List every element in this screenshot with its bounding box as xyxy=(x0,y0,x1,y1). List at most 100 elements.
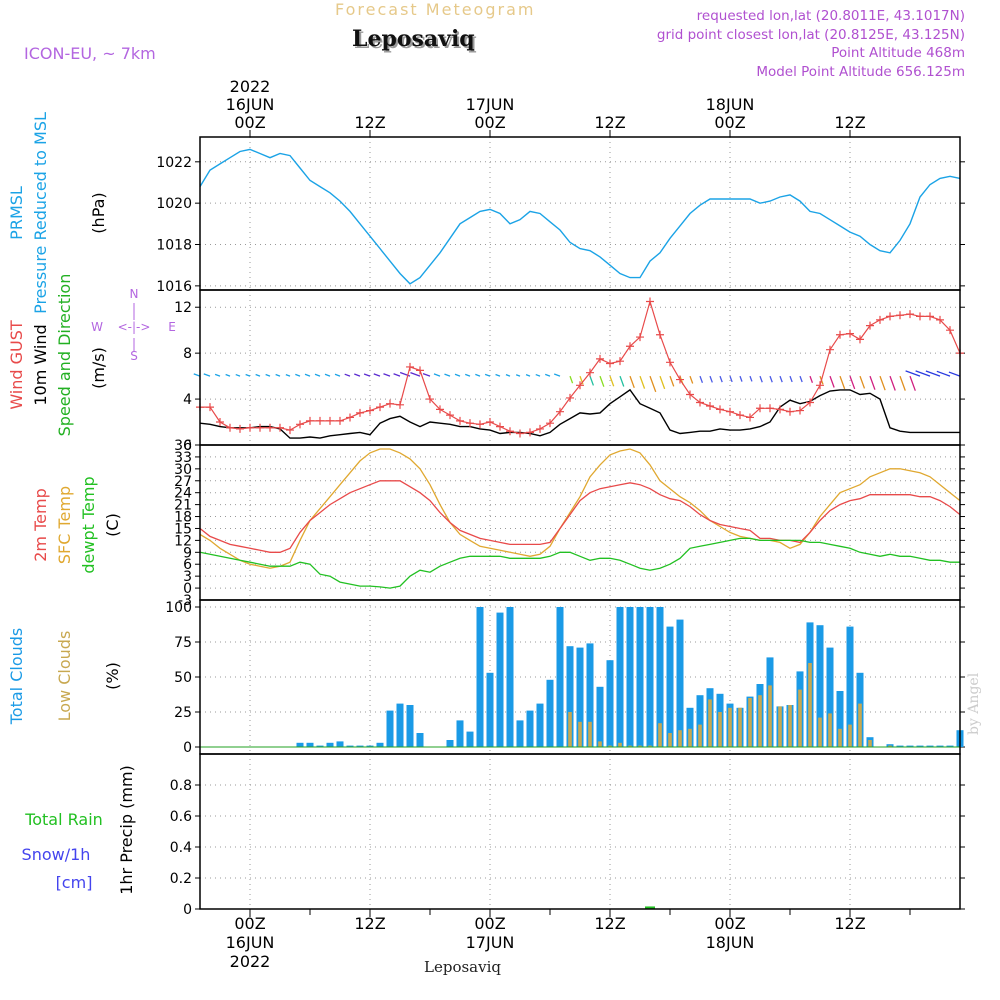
y-tick-label: 24 xyxy=(174,486,192,502)
y-tick-label: 33 xyxy=(174,450,192,466)
wind-gust-point xyxy=(836,330,844,339)
wind-direction-arrow xyxy=(909,375,916,391)
wind-direction-arrow xyxy=(324,373,331,377)
wind-direction-arrow xyxy=(354,373,361,377)
wind-direction-arrow xyxy=(433,373,441,377)
x-tick-label-bottom: 00Z xyxy=(474,914,505,933)
wind-direction-arrow xyxy=(629,375,635,389)
low-clouds-bar xyxy=(808,663,812,747)
wind-direction-arrow xyxy=(525,374,531,377)
x-tick-label-top: 12Z xyxy=(354,113,385,132)
total-clouds-bar xyxy=(676,619,684,747)
wind-unit: (m/s) xyxy=(89,347,108,389)
y-tick-label: 0.2 xyxy=(170,871,192,887)
wind-gust-point xyxy=(296,420,304,429)
sfc-label: SFC Temp xyxy=(55,486,74,564)
y-tick-label: 0.4 xyxy=(170,840,192,856)
low-clouds-bar xyxy=(628,745,632,747)
wind-direction-arrow xyxy=(859,375,866,389)
wind-gust-point xyxy=(676,375,684,384)
y-tick-label: 15 xyxy=(174,521,192,537)
wind-gust-point xyxy=(596,354,604,363)
wind-gust-point xyxy=(896,311,904,320)
watermark: by Angel xyxy=(966,672,982,735)
model-label: ICON-EU, ~ 7km xyxy=(24,44,156,63)
wind-direction-arrow xyxy=(363,373,371,377)
wind-direction-arrow xyxy=(719,375,723,383)
x-tick-label-top: 17JUN xyxy=(466,95,515,114)
wind-direction-arrow xyxy=(759,375,763,383)
low-clouds-bar xyxy=(748,698,752,747)
wind-gust-point xyxy=(756,404,764,413)
wind-direction-arrow xyxy=(809,375,814,383)
total-clouds-bar xyxy=(406,705,414,747)
total-clouds-bar xyxy=(466,731,474,747)
wind-gust-point xyxy=(616,357,624,366)
wind-gust-point xyxy=(316,416,324,425)
low-clouds-bar xyxy=(788,705,792,747)
y-tick-label: 0 xyxy=(183,438,192,454)
wind-direction-arrow xyxy=(314,373,321,377)
rain-label: Total Rain xyxy=(24,810,103,829)
wind-direction-arrow xyxy=(849,375,856,390)
wind-direction-arrow xyxy=(334,373,341,377)
wind-direction-arrow xyxy=(454,373,461,377)
wind-direction-arrow xyxy=(779,375,783,383)
total-clouds-bar xyxy=(346,745,354,747)
wind-gust-point xyxy=(386,399,394,408)
wind-direction-arrow xyxy=(444,373,451,377)
wind-gust-point xyxy=(876,315,884,324)
wind-direction-arrow xyxy=(689,375,694,384)
station-title: Leposaviq xyxy=(352,26,475,52)
wind-gust-label: Wind GUST xyxy=(7,320,26,410)
wind-gust-point xyxy=(566,393,574,402)
compass-n: N xyxy=(130,287,139,301)
wind-direction-arrow xyxy=(193,373,201,377)
y-tick-label: 18 xyxy=(174,510,192,526)
total-clouds-bar xyxy=(626,607,634,747)
wind-gust-point xyxy=(346,413,354,422)
low-clouds-bar xyxy=(678,730,682,747)
panel-frame xyxy=(199,289,961,446)
wind-direction-arrow xyxy=(422,372,431,377)
wind-gust-point xyxy=(256,423,264,432)
total-clouds-bar xyxy=(646,607,654,747)
y-tick-label: 27 xyxy=(174,474,192,490)
wind-direction-arrow xyxy=(749,375,753,382)
wind-direction-arrow xyxy=(709,375,713,383)
low-clouds-bar xyxy=(768,685,772,747)
wind-direction-arrow xyxy=(699,375,704,383)
dewpt-label: dewpt Temp xyxy=(79,476,98,573)
wind-direction-arrow xyxy=(225,373,231,377)
wind-direction-arrow xyxy=(544,373,551,377)
clouds-unit: (%) xyxy=(103,662,122,690)
low-clouds-bar xyxy=(868,740,872,747)
wind-direction-arrow xyxy=(769,375,773,383)
x-tick-label-bottom: 00Z xyxy=(714,914,745,933)
total-clouds-bar xyxy=(696,695,704,747)
total-clouds-bar xyxy=(336,741,344,747)
total-clouds-bar xyxy=(476,607,484,747)
y-tick-label: 0.6 xyxy=(170,809,192,825)
y-tick-label: 1022 xyxy=(156,155,192,171)
wind-gust-point xyxy=(686,390,694,399)
wind-gust-point xyxy=(936,315,944,324)
wind-gust-point xyxy=(436,405,444,414)
wind-direction-arrow xyxy=(839,375,846,390)
low-clouds-bar xyxy=(888,745,892,747)
low-clouds-bar xyxy=(608,745,612,747)
wind-gust-point xyxy=(206,403,214,412)
wind-gust-point xyxy=(726,407,734,416)
low-clouds-bar xyxy=(658,723,662,747)
total-clouds-bar xyxy=(396,703,404,747)
y-tick-label: 0 xyxy=(183,902,192,918)
wind-direction-arrow xyxy=(265,373,271,377)
wind-direction-arrow xyxy=(659,375,666,390)
wind-direction-arrow xyxy=(304,373,311,377)
low-clouds-bar xyxy=(828,713,832,747)
wind-gust-point xyxy=(246,423,254,432)
panel-frame xyxy=(199,753,961,910)
wind-gust-point xyxy=(666,358,674,367)
total-clouds-bar xyxy=(356,745,364,747)
wind-direction-arrow xyxy=(649,375,657,393)
